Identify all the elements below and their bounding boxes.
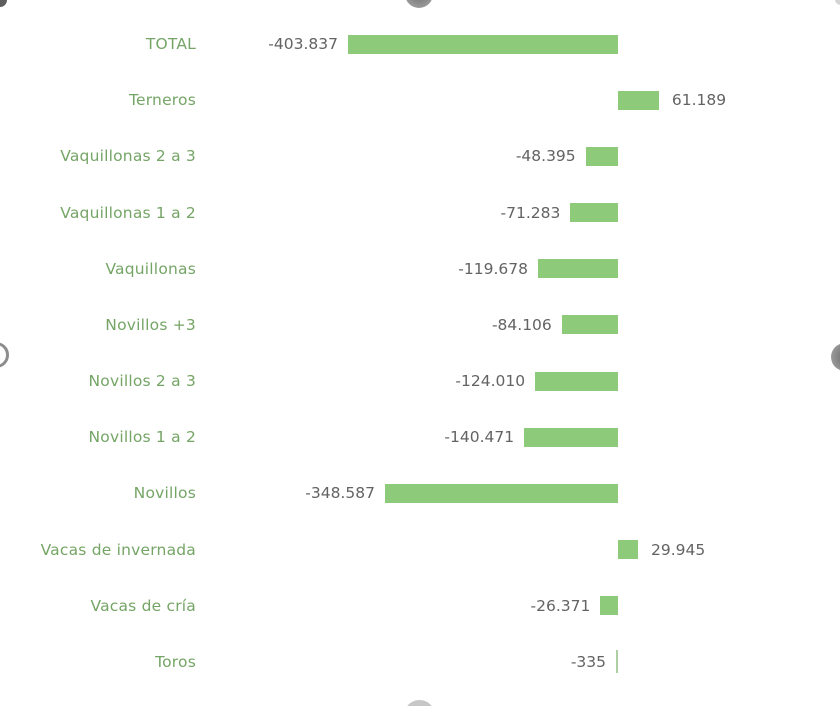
resize-handle-right[interactable] xyxy=(831,343,840,371)
resize-handle-top-left[interactable] xyxy=(0,0,7,7)
value-label: -84.106 xyxy=(491,315,552,334)
bar-positive xyxy=(618,540,639,560)
bar-negative xyxy=(384,483,618,503)
bar-negative xyxy=(585,146,618,166)
category-label: Novillos xyxy=(133,484,196,503)
resize-handle-top-right[interactable] xyxy=(835,0,840,5)
value-label: -119.678 xyxy=(458,259,528,278)
category-label: Vaquillonas xyxy=(105,259,196,278)
bar-negative xyxy=(524,427,618,447)
bar-negative xyxy=(535,371,618,391)
value-label: 29.945 xyxy=(651,540,706,559)
value-label: -140.471 xyxy=(444,428,515,447)
category-label: Vaquillonas 1 a 2 xyxy=(60,203,196,222)
bar-negative xyxy=(348,34,618,54)
value-label: -403.837 xyxy=(268,35,338,54)
value-label: -335 xyxy=(570,652,606,671)
category-label: Vaquillonas 2 a 3 xyxy=(60,147,196,166)
category-label: Terneros xyxy=(128,91,196,110)
category-label: Novillos +3 xyxy=(105,315,196,334)
category-label: TOTAL xyxy=(145,35,196,54)
resize-handle-top[interactable] xyxy=(405,0,433,8)
category-label: Vacas de cría xyxy=(90,596,196,615)
value-label: 61.189 xyxy=(671,91,727,110)
bar-negative xyxy=(616,650,618,674)
category-label: Toros xyxy=(155,652,196,671)
value-label: -26.371 xyxy=(530,596,591,615)
bar-negative xyxy=(600,596,618,616)
bar-negative xyxy=(561,315,618,335)
bar-positive xyxy=(618,90,659,110)
category-label: Novillos 1 a 2 xyxy=(88,428,196,447)
bar-negative xyxy=(537,259,618,279)
resize-handle-bottom[interactable] xyxy=(404,700,435,706)
category-label: Vacas de invernada xyxy=(40,540,196,559)
value-label: -348.587 xyxy=(305,484,375,503)
bar-negative xyxy=(570,203,618,223)
value-label: -71.283 xyxy=(500,203,561,222)
category-label: Novillos 2 a 3 xyxy=(88,372,196,391)
value-label: -124.010 xyxy=(455,372,526,391)
value-label: -48.395 xyxy=(515,147,576,166)
